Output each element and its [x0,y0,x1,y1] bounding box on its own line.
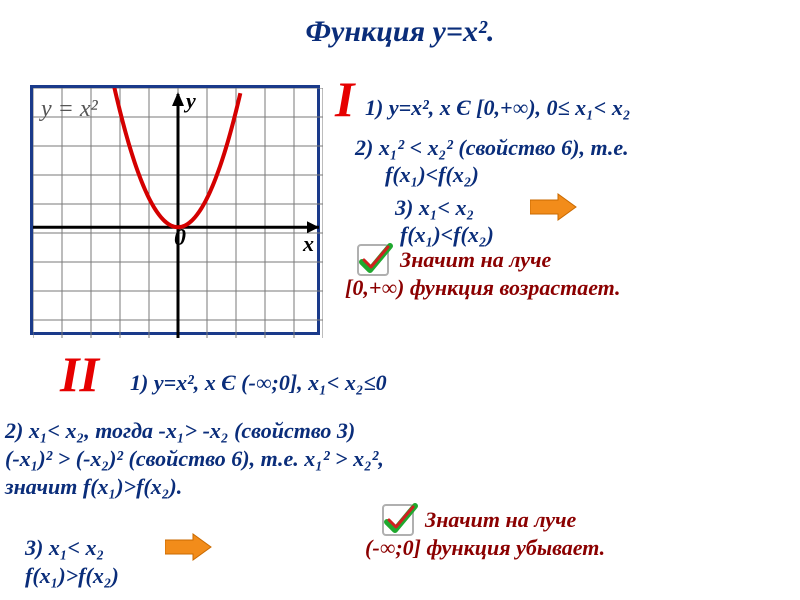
graph-func-label: y = x² [41,96,98,123]
section1-line2a: 2) х₁² < х₂² (свойство 6), т.е. [355,135,629,161]
slide: Функция у=х². y = x² y x 0 I 1) у=х², х … [0,0,800,600]
section2-line2a: 2) х₁< х₂, тогда -х₁> -х₂ (свойство 3) [5,418,355,444]
section1-line3: 3) х₁< х₂ [395,195,474,221]
section2-line1: 1) у=х², х Є (-∞;0], х₁< х₂≤0 [130,370,387,396]
section2-line3: 3) х₁< х₂ [25,535,104,561]
graph-panel: y = x² y x 0 [30,85,320,335]
graph-origin-label: 0 [174,225,186,252]
graph-y-label: y [186,88,196,114]
section2-line2c: значит f(x₁)>f(x₂). [5,474,182,500]
conclusion1-line1: Значит на луче [400,247,551,273]
section2-line3b: f(x₁)>f(x₂) [25,563,119,589]
roman-numeral-2: II [60,345,99,403]
graph-x-label: x [303,231,314,257]
arrow-icon [530,192,578,227]
roman-numeral-1: I [335,70,354,128]
graph-svg [33,88,323,338]
section2-line2b: (-х₁)² > (-х₂)² (свойство 6), т.е. х₁² >… [5,446,384,472]
section1-line3b: f(x₁)<f(x₂) [400,222,494,248]
conclusion2-line2: (-∞;0] функция убывает. [365,535,605,561]
conclusion2-line1: Значит на луче [425,507,576,533]
graph-border: y = x² y x 0 [30,85,320,335]
section1-line1: 1) у=х², х Є [0,+∞), 0≤ х₁< х₂ [365,95,631,121]
page-title: Функция у=х². [0,15,800,49]
arrow-icon [165,532,213,567]
conclusion1-line2: [0,+∞) функция возрастает. [345,275,621,301]
section1-line2b: f(x₁)<f(x₂) [385,162,479,188]
